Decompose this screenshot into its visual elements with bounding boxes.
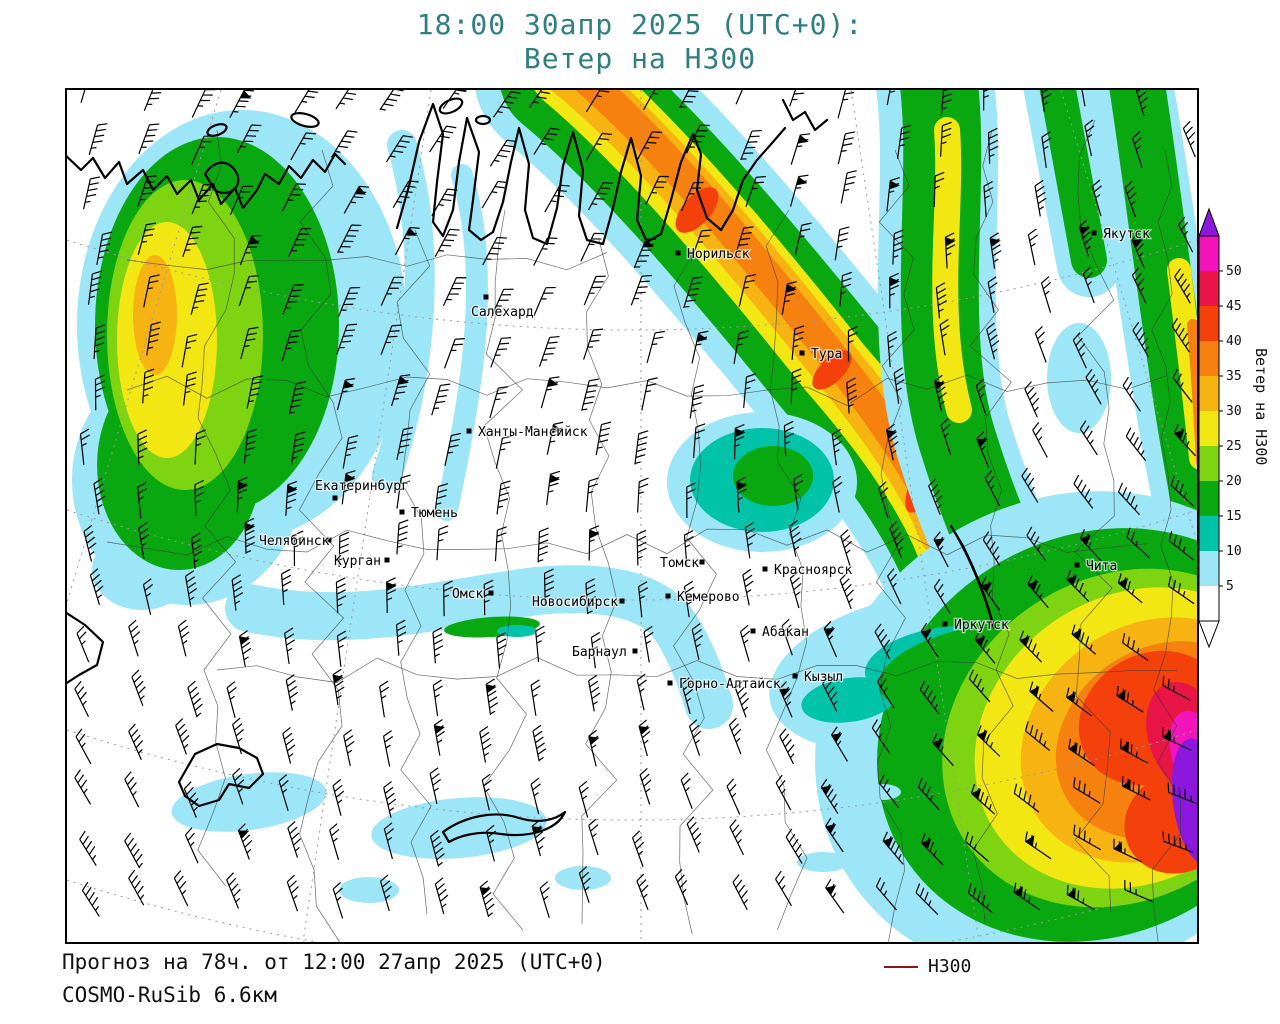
city-label: Томск	[660, 556, 699, 571]
city-marker: Тюмень	[400, 506, 458, 521]
colorbar-tick-label: 50	[1226, 264, 1242, 279]
city-label: Абакан	[762, 625, 809, 640]
city-marker: Абакан	[751, 625, 809, 640]
city-marker: Челябинск	[259, 534, 332, 549]
forecast-info-text: Прогноз на 78ч. от 12:00 27апр 2025 (UTC…	[62, 950, 606, 974]
legend-line-sample	[884, 966, 918, 968]
colorbar-tick-label: 35	[1226, 369, 1242, 384]
wind-field-layer	[72, 90, 1197, 942]
city-marker: Новосибирск	[532, 595, 625, 610]
colorbar-tick-label: 10	[1226, 544, 1242, 559]
city-label: Красноярск	[774, 563, 852, 578]
city-label: Иркутск	[954, 618, 1009, 633]
legend-label: H300	[928, 956, 971, 977]
city-marker: Кемерово	[666, 590, 740, 605]
city-marker: Красноярск	[763, 563, 853, 578]
colorbar-tick-label: 25	[1226, 439, 1242, 454]
colorbar-tick-label: 45	[1226, 299, 1242, 314]
city-marker: Горно-Алтайск	[668, 677, 781, 692]
city-label: Салехард	[471, 305, 534, 320]
city-label: Челябинск	[259, 534, 330, 549]
city-label: Кызыл	[804, 670, 843, 685]
map-svg: Норильск Салехард Тура Якутск Ханты-Мансийск…	[67, 90, 1197, 942]
city-marker: Норильск	[676, 247, 750, 262]
map-title-variable: Ветер на H300	[0, 42, 1280, 75]
city-marker: Томск	[660, 556, 705, 571]
city-label: Тюмень	[411, 506, 458, 521]
colorbar-tick-label: 20	[1226, 474, 1242, 489]
city-label: Норильск	[687, 247, 750, 262]
city-label: Барнаул	[572, 645, 627, 660]
colorbar-tick-label: 30	[1226, 404, 1242, 419]
city-label: Ханты-Мансийск	[478, 425, 588, 440]
city-label: Тура	[811, 347, 842, 362]
city-label: Кемерово	[677, 590, 740, 605]
city-label: Курган	[334, 554, 381, 569]
colorbar-tick-label: 40	[1226, 334, 1242, 349]
city-label: Якутск	[1103, 227, 1150, 242]
city-label: Чита	[1086, 559, 1117, 574]
city-marker: Ханты-Мансийск	[467, 425, 588, 440]
colorbar-axis-label: Ветер на H300	[1252, 348, 1270, 518]
city-label: Новосибирск	[532, 595, 618, 610]
colorbar-tick-label: 15	[1226, 509, 1242, 524]
model-info-text: COSMO-RuSib 6.6км	[62, 983, 277, 1007]
city-label: Горно-Алтайск	[679, 677, 781, 692]
map-title-datetime: 18:00 30апр 2025 (UTC+0):	[0, 8, 1280, 41]
colorbar-tick-label: 5	[1226, 579, 1234, 594]
city-label: Екатеринбург	[315, 479, 409, 494]
city-label: Омск	[452, 587, 483, 602]
map-canvas: Норильск Салехард Тура Якутск Ханты-Мансийск…	[65, 88, 1199, 944]
city-marker: Барнаул	[572, 645, 638, 660]
city-marker: Курган	[334, 554, 390, 569]
